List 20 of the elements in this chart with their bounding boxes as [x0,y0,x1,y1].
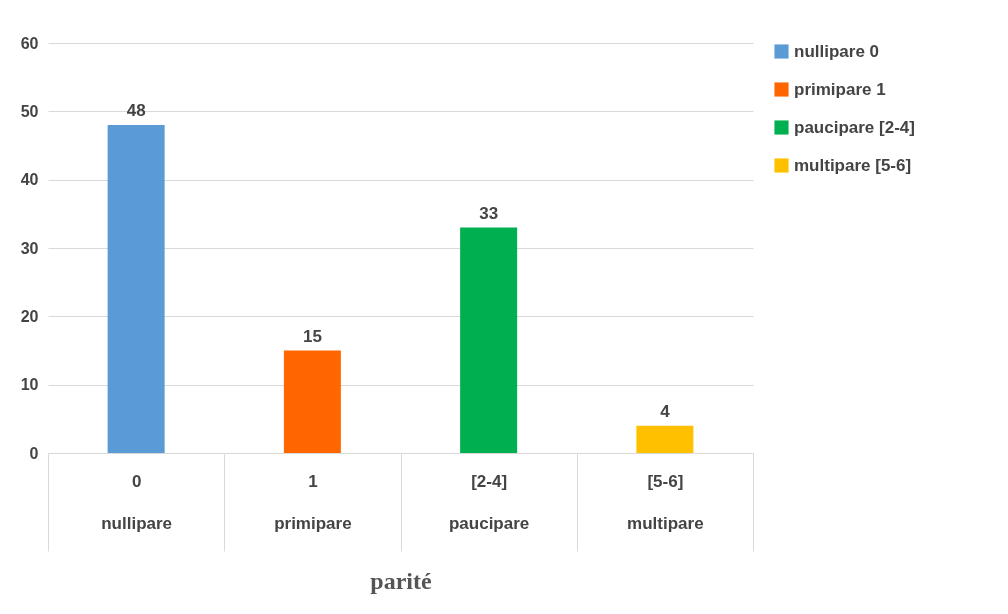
category-label: 0 nullipare [101,471,173,533]
data-label: 15 [302,326,322,346]
legend-label: primipare 1 [794,79,886,99]
legend-label: nullipare 0 [794,41,880,61]
x-axis-title: parité [370,568,432,594]
y-tick-label: 50 [20,102,39,120]
data-label: 33 [479,203,499,223]
legend-label: multipare [5-6] [794,155,912,175]
data-label: 4 [660,401,671,421]
legend-label: paucipare [2-4] [794,117,915,137]
y-tick-label: 30 [20,239,39,257]
category-label: [5-6] multipare [627,471,704,533]
y-tick-label: 0 [29,444,39,462]
category-label: 1 primipare [274,471,352,533]
y-tick-label: 40 [20,171,39,189]
category-label: [2-4] paucipare [448,471,530,533]
y-tick-label: 20 [20,307,39,325]
y-tick-label: 60 [20,34,39,52]
data-label: 48 [126,101,146,120]
y-tick-label: 10 [20,376,39,394]
